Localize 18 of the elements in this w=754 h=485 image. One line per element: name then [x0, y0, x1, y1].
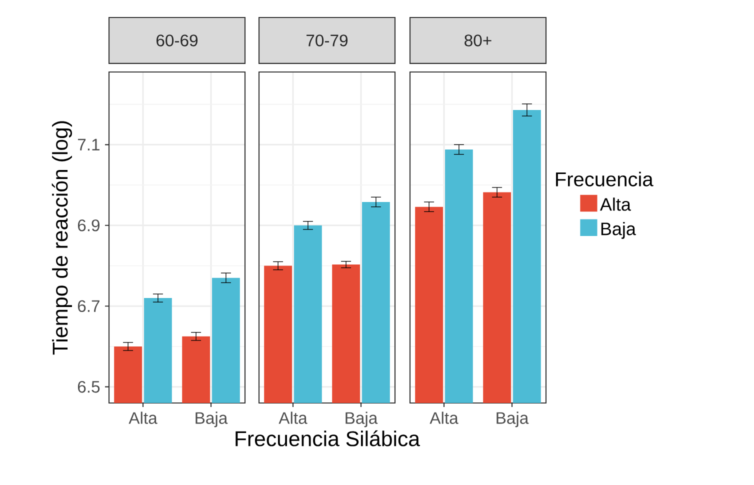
- x-tick-label: Baja: [346, 412, 378, 428]
- y-tick-label: 6.5: [78, 380, 100, 393]
- x-axis-title: Frecuencia Silábica: [236, 430, 420, 446]
- x-tick-label: Alta: [278, 412, 308, 424]
- y-tick-label: 6.7: [78, 300, 100, 312]
- x-tick-label: Baja: [496, 412, 529, 428]
- chart-title: 60-69: [156, 34, 198, 46]
- chart-title: 80+: [464, 34, 492, 46]
- legend-title: Frecuencia: [556, 172, 654, 186]
- x-tick-label: Alta: [128, 412, 158, 424]
- y-tick-label: 7.1: [78, 138, 100, 150]
- chart-title: 70-79: [306, 34, 348, 46]
- x-tick-label: Alta: [430, 412, 458, 424]
- y-axis-title: Tiempo de reacción (log): [52, 121, 72, 355]
- x-tick-label: Baja: [196, 412, 228, 428]
- legend-label: Alta: [600, 198, 631, 211]
- legend-label: Baja: [601, 222, 636, 239]
- y-tick-label: 6.9: [78, 219, 100, 232]
